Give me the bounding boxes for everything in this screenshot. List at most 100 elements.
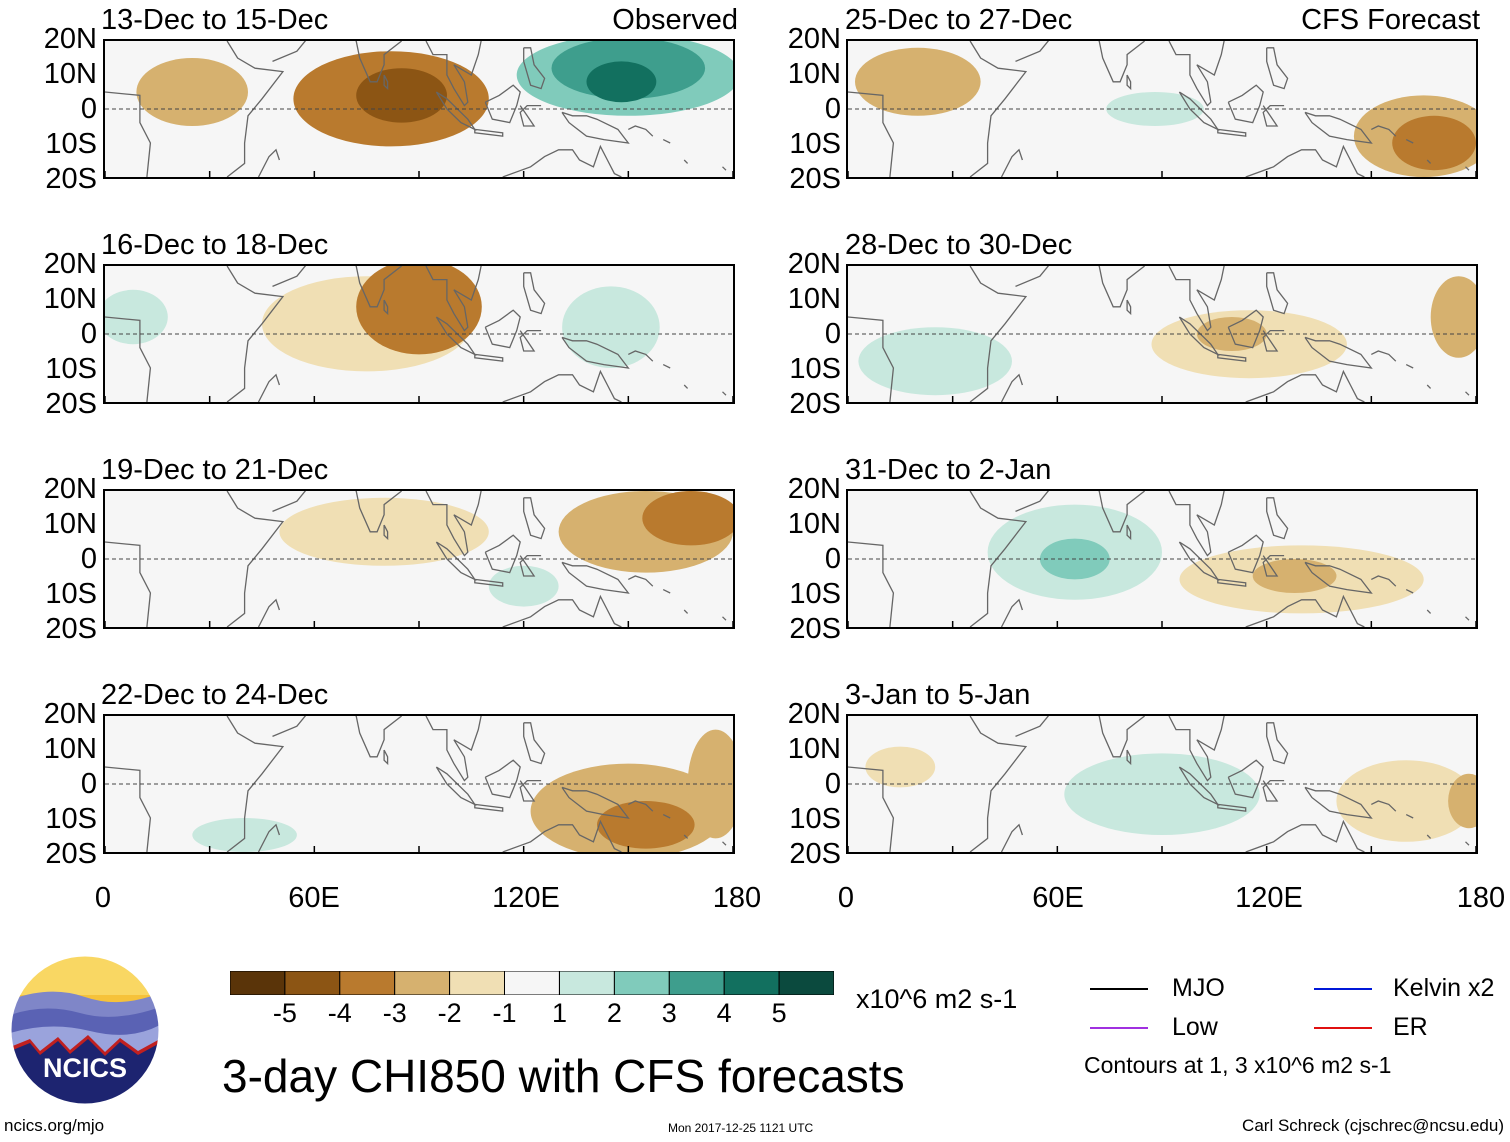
coastline bbox=[722, 391, 727, 396]
coastline bbox=[1266, 722, 1289, 765]
coastline bbox=[519, 554, 542, 577]
lat-tick-label: 0 bbox=[80, 318, 97, 350]
coastline bbox=[1465, 616, 1470, 621]
coastline bbox=[1405, 814, 1414, 819]
lon-tick-120e-left: 120E bbox=[492, 882, 560, 914]
contours-note: Contours at 1, 3 x10^6 m2 s-1 bbox=[1084, 1052, 1392, 1078]
panel-title-p1: 13-Dec to 15-Dec bbox=[101, 4, 329, 36]
lat-tick-label: 20N bbox=[787, 473, 841, 505]
coastline bbox=[257, 598, 281, 627]
lat-tick-label: 20N bbox=[43, 473, 97, 505]
coastline bbox=[662, 589, 671, 594]
coastline bbox=[1015, 266, 1050, 287]
coastline bbox=[1266, 272, 1289, 315]
map-panel-p6 bbox=[846, 489, 1478, 629]
coastline bbox=[1245, 369, 1365, 402]
coastline bbox=[722, 841, 727, 846]
panel-title-p4: 28-Dec to 30-Dec bbox=[845, 229, 1073, 261]
coastline bbox=[1217, 803, 1247, 812]
coastline bbox=[1168, 491, 1225, 557]
lat-tick-label: 10S bbox=[45, 353, 97, 385]
coastline bbox=[1227, 309, 1264, 349]
anomaly-blob bbox=[1252, 559, 1337, 593]
coastline bbox=[1168, 716, 1225, 782]
lat-tick-label: 0 bbox=[824, 768, 841, 800]
coastline bbox=[1015, 716, 1050, 737]
footer-author: Carl Schreck (cjschrec@ncsu.edu) bbox=[1242, 1116, 1504, 1135]
coastline bbox=[1126, 74, 1132, 91]
legend-line-mjo bbox=[1090, 988, 1148, 990]
lat-tick-label: 0 bbox=[80, 768, 97, 800]
lat-tick-label: 10N bbox=[787, 283, 841, 315]
coastline bbox=[1304, 111, 1373, 144]
colorbar-tick-label: 1 bbox=[551, 998, 567, 1028]
lat-tick-label: 10S bbox=[45, 578, 97, 610]
legend-label-er: ER bbox=[1393, 1013, 1428, 1041]
colorbar-tick-label: 3 bbox=[661, 998, 677, 1028]
panel-title-p2: 25-Dec to 27-Dec bbox=[845, 4, 1073, 36]
coastline bbox=[519, 329, 542, 352]
coastline bbox=[1426, 159, 1432, 164]
lat-tick-label: 10N bbox=[787, 733, 841, 765]
coastline bbox=[435, 91, 477, 132]
anomaly-blob bbox=[1064, 753, 1260, 835]
map-panel-p7 bbox=[103, 714, 735, 854]
coastline bbox=[561, 561, 630, 594]
lon-tick-180-right: 180 bbox=[1456, 882, 1506, 914]
coastline bbox=[355, 266, 402, 308]
coastline bbox=[969, 716, 1028, 852]
coastline bbox=[662, 364, 671, 369]
coastline bbox=[425, 491, 482, 557]
anomaly-blob bbox=[356, 68, 447, 123]
lat-tick-label: 20N bbox=[787, 248, 841, 280]
colorbar-tick-label: -1 bbox=[492, 998, 517, 1028]
coastline bbox=[226, 41, 285, 177]
coastline bbox=[1000, 148, 1024, 177]
colorbar-swatch bbox=[229, 970, 286, 996]
panel-label-p1: Observed bbox=[612, 4, 738, 36]
coastline bbox=[628, 575, 654, 587]
coastline bbox=[1126, 299, 1132, 316]
anomaly-blob bbox=[865, 746, 936, 788]
coastline bbox=[628, 800, 654, 812]
colorbar-tick-label: 2 bbox=[606, 998, 622, 1028]
coastline bbox=[383, 74, 389, 91]
coastline bbox=[484, 309, 521, 349]
coastline bbox=[1262, 779, 1285, 802]
footer-site: ncics.org/mjo bbox=[4, 1116, 105, 1135]
coastline bbox=[272, 491, 307, 512]
coastline bbox=[1371, 125, 1397, 137]
map-panel-p3 bbox=[103, 264, 735, 404]
coastline bbox=[1405, 589, 1414, 594]
coastline bbox=[1262, 104, 1285, 127]
coastline bbox=[355, 491, 402, 533]
anomaly-blob bbox=[1430, 276, 1476, 358]
coastline bbox=[1227, 84, 1264, 124]
figure-title: 3-day CHI850 with CFS forecasts bbox=[222, 1050, 905, 1102]
anomaly-blob bbox=[642, 491, 733, 546]
legend-label-kelvin: Kelvin x2 bbox=[1393, 974, 1495, 1002]
coastline bbox=[683, 384, 689, 389]
coastline bbox=[1266, 497, 1289, 540]
lat-tick-label: 20S bbox=[45, 613, 97, 645]
colorbar-tick-label: -2 bbox=[437, 998, 462, 1028]
lat-tick-label: 0 bbox=[80, 543, 97, 575]
lat-tick-label: 0 bbox=[824, 543, 841, 575]
coastline bbox=[1371, 800, 1397, 812]
coastline bbox=[425, 716, 482, 782]
coastline bbox=[628, 350, 654, 362]
coastline bbox=[484, 84, 521, 124]
coastline bbox=[1262, 329, 1285, 352]
coastline bbox=[105, 766, 152, 852]
lat-tick-label: 0 bbox=[824, 93, 841, 125]
coastline bbox=[226, 491, 285, 627]
map-panel-p5 bbox=[103, 489, 735, 629]
coastline bbox=[683, 609, 689, 614]
coastline bbox=[1000, 598, 1024, 627]
coastline bbox=[474, 353, 504, 362]
map-panel-p4 bbox=[846, 264, 1478, 404]
coastline bbox=[1000, 373, 1024, 402]
coastline bbox=[1217, 578, 1247, 587]
colorbar-units: x10^6 m2 s-1 bbox=[856, 984, 1018, 1014]
coastline bbox=[1426, 834, 1432, 839]
